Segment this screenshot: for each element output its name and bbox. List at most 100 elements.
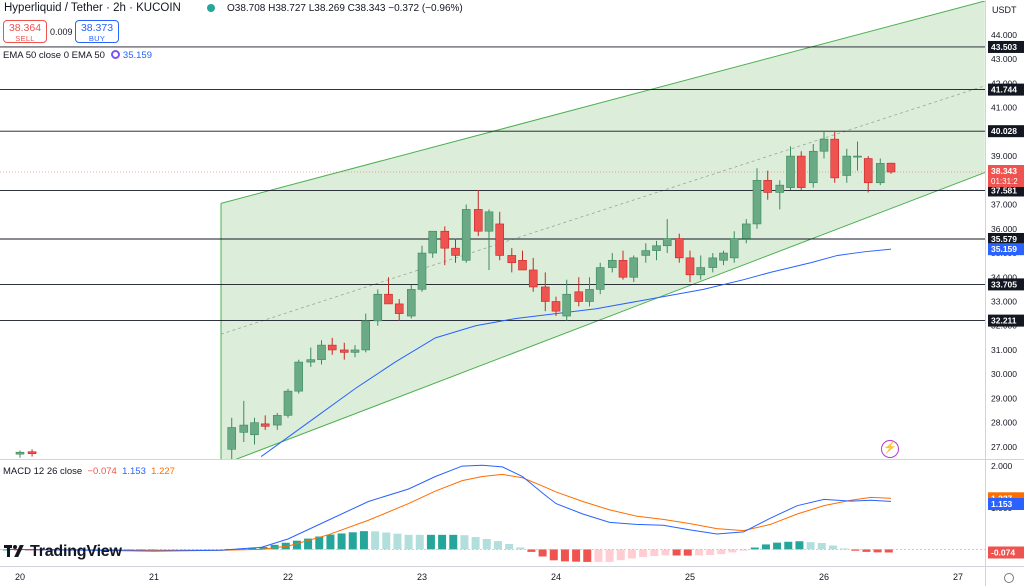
buy-button[interactable]: 38.373 BUY [75, 20, 119, 43]
ema-axis-label-bg [988, 243, 1024, 256]
macd-hist-bar-79 [884, 549, 893, 553]
ema-legend[interactable]: EMA 50 close 0 EMA 50 35.159 [3, 50, 152, 61]
macd-hist-bar-75 [840, 548, 849, 550]
macd-hist-bar-32 [359, 531, 368, 550]
macd-hist-bar-51 [572, 549, 581, 562]
macd-hist-bar-68 [761, 544, 770, 550]
channel-mid-line [220, 85, 985, 335]
time-tick-1: 21 [149, 572, 159, 582]
flash-icon[interactable]: ⚡ [881, 440, 899, 458]
level-label-6-bg [988, 314, 1024, 327]
sell-button[interactable]: 38.364 SELL [3, 20, 47, 43]
candle-19 [417, 252, 427, 290]
candle-14 [361, 320, 371, 351]
macd-hist-bar-78 [873, 549, 882, 553]
price-tick-15: 30.000 [991, 369, 1017, 379]
level-label-2-bg [988, 125, 1024, 138]
macd-hist-bar-22 [248, 547, 257, 550]
time-tick-4: 24 [551, 572, 561, 582]
candle-56 [830, 138, 840, 179]
candle-28 [518, 259, 527, 271]
countdown-label: 01:31:2 [991, 177, 1018, 186]
macd-hist-bar-47 [527, 549, 536, 552]
macd-hist-bar-71 [795, 541, 804, 550]
macd-hist-bar-31 [348, 532, 357, 550]
macd-hist-bar-23 [259, 546, 268, 550]
macd-hist-bar-55 [616, 549, 625, 561]
currency-label[interactable]: USDT [992, 5, 1017, 15]
macd-hist-bar-61 [683, 549, 692, 556]
level-label-0: 43.503 [991, 42, 1017, 52]
candle-44 [696, 267, 706, 276]
macd-hist-bar-54 [605, 549, 614, 562]
macd-hist-bar-44 [493, 541, 502, 550]
price-tick-9: 36.000 [991, 224, 1017, 234]
price-tick-12: 33.000 [991, 296, 1017, 306]
ema-legend-value: 35.159 [122, 50, 152, 61]
macd-hist-bar-52 [583, 549, 592, 562]
candle-29 [528, 269, 538, 288]
candle-24 [473, 209, 483, 232]
candle-35 [595, 267, 605, 290]
macd-hist-bar-36 [404, 534, 413, 550]
macd-legend[interactable]: MACD 12 26 close −0.074 1.153 1.227 [3, 466, 175, 477]
candle-8 [294, 361, 304, 392]
macd-hist-bar-58 [650, 549, 659, 557]
macd-signal-line [6, 473, 892, 551]
candle-57 [842, 155, 852, 176]
macd-hist-axis-label-bg [988, 546, 1024, 559]
macd-hist-bar-27 [304, 538, 313, 550]
candle-6 [272, 415, 282, 426]
candle-39 [641, 250, 651, 256]
macd-legend-macd: 1.153 [122, 466, 146, 477]
macd-legend-label: MACD 12 26 close [3, 466, 83, 477]
level-label-1: 41.744 [991, 85, 1017, 95]
channel-fill [221, 1, 985, 459]
macd-hist-bar-59 [661, 549, 670, 556]
candle-18 [406, 289, 416, 317]
sell-price: 38.364 [8, 22, 42, 34]
candle-61 [886, 162, 896, 173]
candle-2 [227, 427, 237, 450]
candle-58 [853, 155, 862, 158]
candle-0 [15, 451, 25, 455]
macd-hist-bar-66 [739, 549, 748, 551]
visibility-icon[interactable] [110, 50, 120, 59]
candle-15 [373, 293, 383, 322]
macd-pane [0, 464, 985, 562]
macd-hist-bar-62 [694, 549, 703, 556]
macd-hist-bar-56 [627, 549, 636, 559]
candle-12 [339, 349, 349, 353]
settings-gear-icon[interactable] [1004, 573, 1014, 583]
macd-hist-bar-28 [315, 536, 324, 550]
level-label-4-bg [988, 232, 1024, 245]
candle-13 [350, 349, 360, 353]
symbol-title[interactable]: Hyperliquid / Tether · 2h · KUCOIN [4, 2, 181, 14]
macd-hist-bar-29 [326, 534, 335, 550]
spread-value: 0.009 [50, 27, 73, 37]
brand-logo[interactable]: TradingView [4, 543, 122, 561]
candle-55 [819, 138, 829, 152]
candle-43 [685, 257, 695, 276]
macd-hist-bar-35 [393, 533, 402, 550]
candle-48 [741, 223, 751, 239]
candle-3 [239, 424, 249, 433]
candle-60 [875, 163, 885, 184]
last-price-label: 38.343 [991, 166, 1017, 176]
macd-hist-bar-40 [449, 534, 458, 550]
macd-hist-bar-39 [438, 534, 447, 550]
time-tick-2: 22 [283, 572, 293, 582]
time-tick-0: 20 [15, 572, 25, 582]
level-label-2: 40.028 [991, 126, 1017, 136]
time-tick-7: 27 [953, 572, 963, 582]
candle-16 [384, 293, 393, 305]
candle-25 [484, 211, 494, 232]
time-tick-5: 25 [685, 572, 695, 582]
macd-hist-bar-60 [672, 549, 681, 556]
candle-41 [662, 238, 672, 247]
macd-hist-bar-50 [560, 549, 569, 562]
price-tick-8: 37.000 [991, 200, 1017, 210]
candle-26 [495, 223, 505, 256]
ema-legend-label: EMA 50 close 0 EMA 50 [3, 50, 105, 61]
